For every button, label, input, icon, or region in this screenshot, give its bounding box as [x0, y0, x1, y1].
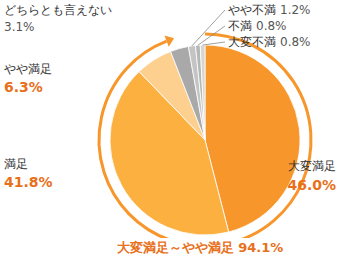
data-label: 41.8% — [4, 174, 53, 190]
category-label: 満足 — [4, 157, 28, 171]
leader-line — [192, 10, 225, 46]
category-label: やや満足 — [4, 62, 52, 76]
leader-line — [198, 26, 225, 45]
data-label: 46.0% — [287, 177, 336, 193]
category-label: 大変満足 — [288, 159, 336, 173]
chart: 大変満足 46.0% 満足 41.8% やや満足 6.3% どちらとも言えない 3.1% やや不… — [0, 0, 340, 268]
data-label: 6.3% — [4, 79, 43, 95]
annotation-box — [113, 238, 288, 257]
slice — [188, 45, 205, 140]
category-label: 不満 — [228, 19, 252, 33]
annotation-ring — [99, 34, 311, 246]
leader-line — [203, 42, 225, 45]
data-label: 0.8% — [256, 19, 287, 33]
data-label: 0.8% — [280, 35, 311, 49]
annotation-arrow — [164, 36, 174, 47]
pie — [110, 45, 300, 235]
category-label: どちらとも言えない — [4, 3, 112, 17]
data-label: 1.2% — [280, 3, 311, 17]
data-label: 3.1% — [4, 20, 35, 34]
category-label: 大変不満 — [228, 35, 276, 49]
annotation-text: 大変満足～やや満足 94.1% — [117, 240, 284, 255]
slice — [195, 45, 205, 140]
slice — [200, 45, 205, 140]
category-label: やや不満 — [228, 3, 276, 17]
